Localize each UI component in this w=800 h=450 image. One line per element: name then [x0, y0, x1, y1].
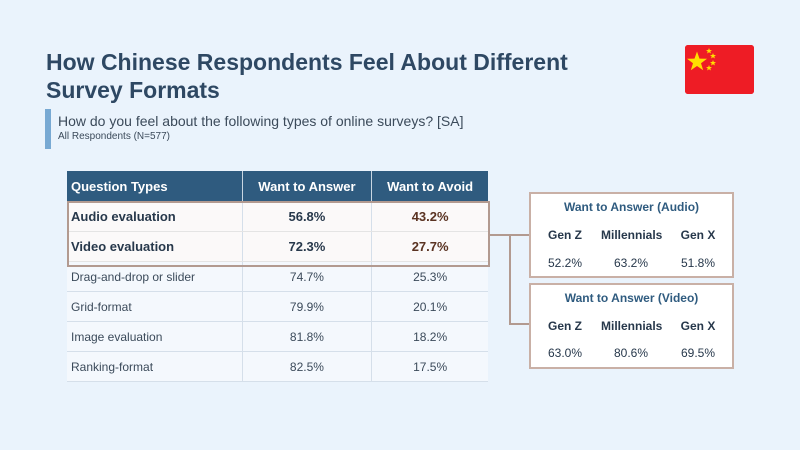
table-header-row: Question Types Want to Answer Want to Av…: [67, 171, 488, 202]
audio-answer-card: Want to Answer (Audio) Gen Z Millennials…: [529, 192, 734, 278]
gen-label: Gen X: [680, 228, 716, 242]
page-title: How Chinese Respondents Feel About Diffe…: [46, 49, 568, 103]
audio-card-title: Want to Answer (Audio): [563, 200, 700, 214]
row-want-to-avoid: 17.5%: [371, 351, 488, 382]
row-want-to-answer: 72.3%: [242, 231, 373, 262]
row-want-to-answer: 79.9%: [242, 291, 373, 322]
table-row: Video evaluation 72.3% 27.7%: [67, 231, 488, 262]
connector-line: [509, 234, 511, 325]
gen-value: 52.2%: [547, 256, 583, 270]
row-want-to-avoid: 25.3%: [371, 261, 488, 292]
row-want-to-answer: 81.8%: [242, 321, 373, 352]
row-type: Image evaluation: [67, 321, 243, 352]
row-want-to-avoid: 43.2%: [371, 202, 488, 232]
survey-formats-table: Question Types Want to Answer Want to Av…: [67, 171, 488, 382]
row-want-to-avoid: 27.7%: [371, 231, 488, 262]
table-row: Drag-and-drop or slider 74.7% 25.3%: [67, 261, 488, 292]
table-row: Ranking-format 82.5% 17.5%: [67, 351, 488, 382]
row-type: Drag-and-drop or slider: [67, 261, 243, 292]
gen-label: Gen Z: [547, 228, 582, 242]
question-accent-bar: [45, 109, 51, 149]
gen-label: Millennials: [601, 319, 663, 333]
gen-value: 63.0%: [547, 346, 583, 360]
table-row: Audio evaluation 56.8% 43.2%: [67, 202, 488, 232]
row-want-to-answer: 56.8%: [242, 202, 373, 232]
gen-value: 63.2%: [613, 256, 649, 270]
table-row: Image evaluation 81.8% 18.2%: [67, 321, 488, 352]
row-type: Ranking-format: [67, 351, 243, 382]
row-want-to-answer: 82.5%: [242, 351, 373, 382]
gen-value: 51.8%: [680, 256, 716, 270]
row-type: Audio evaluation: [67, 202, 243, 232]
table-row: Grid-format 79.9% 20.1%: [67, 291, 488, 322]
connector-line: [488, 234, 510, 236]
gen-value: 80.6%: [613, 346, 649, 360]
connector-line: [510, 234, 530, 236]
row-want-to-answer: 74.7%: [242, 261, 373, 292]
gen-label: Gen X: [680, 319, 716, 333]
video-card-title: Want to Answer (Video): [564, 291, 699, 305]
gen-label: Millennials: [601, 228, 663, 242]
row-want-to-avoid: 18.2%: [371, 321, 488, 352]
row-type: Grid-format: [67, 291, 243, 322]
header-question-types: Question Types: [67, 171, 243, 202]
video-answer-card: Want to Answer (Video) Gen Z Millennials…: [529, 283, 734, 369]
respondents-note: All Respondents (N=577): [58, 131, 171, 142]
gen-value: 69.5%: [680, 346, 716, 360]
header-want-to-answer: Want to Answer: [242, 171, 373, 202]
row-type: Video evaluation: [67, 231, 243, 262]
china-flag-icon: [685, 45, 754, 94]
row-want-to-avoid: 20.1%: [371, 291, 488, 322]
survey-question: How do you feel about the following type…: [58, 113, 464, 129]
header-want-to-avoid: Want to Avoid: [371, 171, 488, 202]
gen-label: Gen Z: [547, 319, 582, 333]
connector-line: [510, 323, 530, 325]
